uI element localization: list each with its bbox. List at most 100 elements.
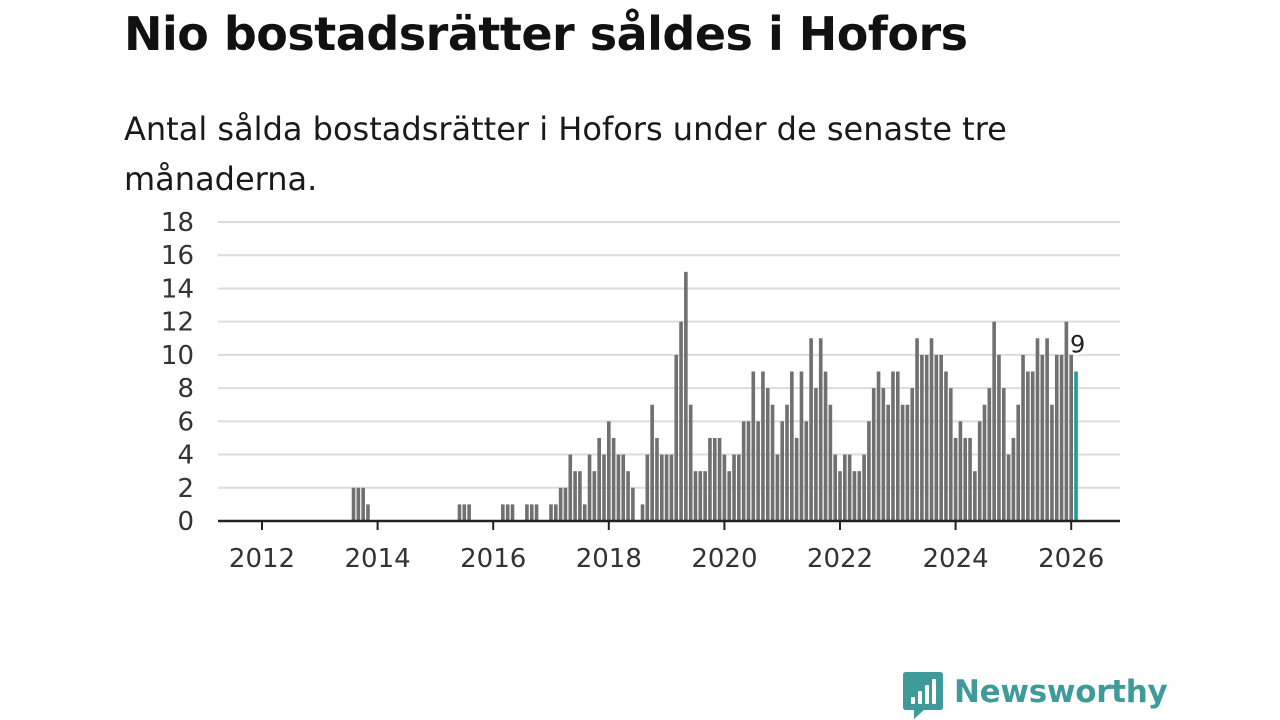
bar — [891, 371, 895, 521]
bar — [1050, 404, 1054, 521]
bar — [852, 471, 857, 521]
bar — [582, 504, 587, 521]
bar — [684, 271, 688, 521]
bar — [770, 404, 775, 521]
bar — [1016, 404, 1021, 521]
bar — [467, 504, 471, 521]
bar — [915, 338, 919, 521]
bar — [977, 421, 982, 521]
bar — [963, 437, 968, 521]
bar — [833, 454, 837, 521]
bar — [587, 454, 592, 521]
bar — [746, 421, 751, 521]
bar — [1059, 354, 1064, 521]
y-tick-label: 12 — [161, 308, 194, 338]
bar — [804, 421, 809, 521]
data-label: 9 — [1070, 331, 1085, 359]
bar — [361, 487, 365, 521]
bar — [1011, 437, 1016, 521]
bar — [1021, 354, 1025, 521]
bar — [525, 504, 529, 521]
bar — [693, 471, 698, 521]
bar — [510, 504, 515, 521]
bar — [722, 454, 727, 521]
bar-highlight — [1074, 371, 1078, 521]
y-tick-label: 8 — [177, 374, 194, 404]
x-tick-label: 2022 — [807, 544, 873, 574]
bar — [602, 454, 606, 521]
bar — [823, 371, 828, 521]
bar — [732, 454, 736, 521]
bar — [1006, 454, 1011, 521]
newsworthy-logo-icon — [903, 672, 943, 719]
bar — [958, 421, 963, 521]
bar — [1026, 371, 1030, 521]
y-tick-label: 6 — [177, 407, 194, 437]
bar — [655, 437, 659, 521]
bar — [597, 437, 601, 521]
bar — [1069, 354, 1074, 521]
y-tick-label: 0 — [177, 507, 194, 537]
bar — [650, 404, 654, 521]
bar — [640, 504, 645, 521]
x-tick-label: 2020 — [691, 544, 757, 574]
bar — [1045, 338, 1049, 521]
y-tick-label: 18 — [161, 208, 194, 238]
bar — [809, 338, 813, 521]
x-tick-label: 2012 — [229, 544, 295, 574]
bar — [934, 354, 939, 521]
bar — [703, 471, 707, 521]
bar — [563, 487, 568, 521]
y-tick-label: 14 — [161, 274, 194, 304]
bar — [366, 504, 370, 521]
bar — [664, 454, 669, 521]
bar — [818, 338, 823, 521]
bar — [838, 471, 842, 521]
bar — [534, 504, 539, 521]
bar — [1001, 388, 1006, 521]
bar — [626, 471, 630, 521]
bar — [886, 404, 890, 521]
bar — [900, 404, 905, 521]
bar — [881, 388, 886, 521]
bar — [794, 437, 799, 521]
y-tick-label: 10 — [161, 341, 194, 371]
bar — [1030, 371, 1035, 521]
bar — [529, 504, 534, 521]
bar — [761, 371, 765, 521]
bar — [871, 388, 876, 521]
bar — [457, 504, 462, 521]
bar — [843, 454, 847, 521]
bar — [847, 454, 852, 521]
bar — [799, 371, 804, 521]
x-tick-label: 2026 — [1038, 544, 1104, 574]
bar — [968, 437, 972, 521]
bar — [573, 471, 577, 521]
bar — [876, 371, 881, 521]
bar — [351, 487, 356, 521]
bar — [953, 437, 958, 521]
x-tick-label: 2016 — [460, 544, 526, 574]
bar — [756, 421, 760, 521]
bar — [992, 321, 996, 521]
bar — [814, 388, 818, 521]
bar — [737, 454, 741, 521]
bar — [592, 471, 597, 521]
bar — [462, 504, 467, 521]
bar — [356, 487, 361, 521]
bar — [765, 388, 770, 521]
x-tick-label: 2018 — [576, 544, 642, 574]
bar — [698, 471, 703, 521]
bar — [679, 321, 683, 521]
bar — [775, 454, 780, 521]
bar — [659, 454, 664, 521]
bar — [939, 354, 943, 521]
bar — [895, 371, 900, 521]
bar — [790, 371, 794, 521]
y-tick-label: 4 — [177, 441, 194, 471]
bar — [948, 388, 953, 521]
bar — [905, 404, 910, 521]
bar — [920, 354, 924, 521]
bar — [929, 338, 934, 521]
